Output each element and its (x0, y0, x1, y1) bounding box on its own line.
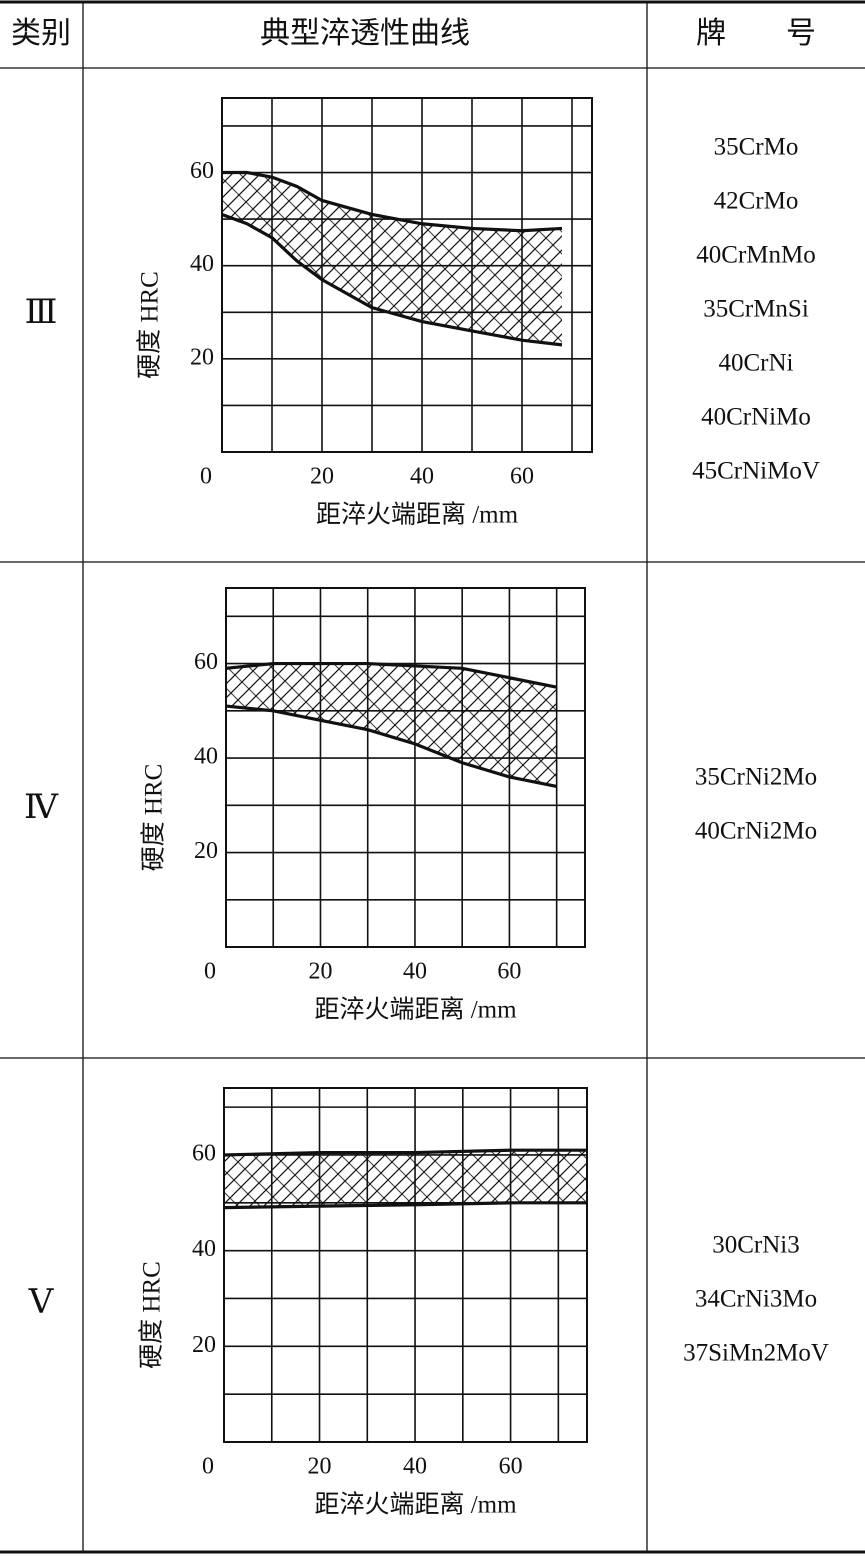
plot-frame (225, 587, 586, 948)
grade: 40CrMnMo (696, 242, 815, 269)
plot-frame (223, 1087, 588, 1443)
lower-curve (223, 1201, 587, 1210)
y-axis-label: 硬度 HRC (138, 1261, 166, 1369)
upper-curve (225, 661, 557, 689)
y-axis-label: 硬度 HRC (140, 764, 168, 872)
x-tick-label: 20 (308, 959, 332, 985)
grade: 37SiMn2MoV (683, 1340, 829, 1367)
x-tick-label: 0 (204, 959, 216, 985)
upper-curve (223, 1148, 587, 1157)
x-tick-label: 0 (202, 1454, 214, 1480)
lower-curve (225, 704, 557, 788)
y-tick-label: 60 (190, 158, 214, 184)
upper-curve (222, 170, 563, 233)
header-class: 类别 (11, 17, 71, 50)
x-tick-label: 60 (510, 464, 534, 490)
grade: 35CrNi2Mo (695, 764, 817, 791)
y-tick-label: 20 (192, 1332, 216, 1358)
y-tick-label: 20 (194, 838, 218, 864)
grade: 35CrMnSi (703, 296, 809, 323)
x-tick-label: 20 (310, 464, 334, 490)
grade: 42CrMo (714, 188, 799, 215)
grade: 30CrNi3 (712, 1232, 800, 1259)
band-chart: 20 40 60 0 20 40 60 硬度 HRC 距淬火端距离 /mm (136, 97, 593, 529)
grade: 40CrNi (719, 350, 794, 377)
x-tick-label: 40 (403, 1454, 427, 1480)
x-axis-label: 距淬火端距离 /mm (314, 996, 517, 1024)
grade: 40CrNiMo (701, 404, 811, 431)
x-tick-label: 40 (410, 464, 434, 490)
x-tick-label: 20 (308, 1454, 332, 1480)
row-class: Ⅲ (25, 294, 58, 331)
grade: 35CrMo (714, 134, 799, 161)
row-class: Ⅴ (28, 1284, 55, 1321)
x-tick-label: 0 (200, 464, 212, 490)
x-tick-label: 60 (499, 1454, 523, 1480)
plot-frame (221, 97, 593, 453)
x-tick-label: 40 (403, 959, 427, 985)
grade: 40CrNi2Mo (695, 818, 817, 845)
band-crosshatch (226, 663, 557, 787)
x-tick-label: 60 (497, 959, 521, 985)
row-class: Ⅳ (24, 789, 59, 826)
lower-curve (221, 212, 563, 347)
header-curve: 典型淬透性曲线 (260, 17, 470, 50)
band-chart: 20 40 60 0 20 40 60 硬度 HRC 距淬火端距离 /mm (138, 1087, 588, 1519)
header-grade: 牌 号 (696, 17, 816, 50)
grade: 34CrNi3Mo (695, 1286, 817, 1313)
y-tick-label: 40 (192, 1236, 216, 1262)
grade: 45CrNiMoV (692, 458, 820, 485)
band-crosshatch (222, 172, 562, 345)
y-tick-label: 60 (194, 649, 218, 675)
y-tick-label: 40 (190, 251, 214, 277)
y-tick-label: 60 (192, 1140, 216, 1166)
y-axis-label: 硬度 HRC (136, 271, 164, 379)
y-tick-label: 40 (194, 744, 218, 770)
y-tick-label: 20 (190, 344, 214, 370)
band-crosshatch (224, 1150, 587, 1208)
x-axis-label: 距淬火端距离 /mm (314, 1491, 517, 1519)
band-chart: 20 40 60 0 20 40 60 硬度 HRC 距淬火端距离 /mm (140, 587, 586, 1024)
x-axis-label: 距淬火端距离 /mm (316, 501, 519, 529)
